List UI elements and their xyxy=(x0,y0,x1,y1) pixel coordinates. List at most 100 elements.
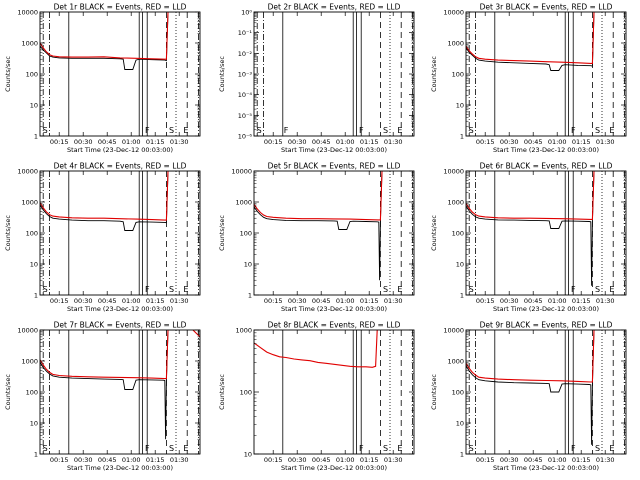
x-tick-label: 00:15 xyxy=(476,456,495,464)
x-tick-label: 01:15 xyxy=(146,138,165,146)
x-tick-label: 01:30 xyxy=(384,456,403,464)
event-marker-label: S xyxy=(383,444,388,453)
x-axis-label: Start Time (23-Dec-12 00:03:00) xyxy=(281,305,387,313)
event-marker-label: S xyxy=(43,285,48,294)
x-axis-label: Start Time (23-Dec-12 00:03:00) xyxy=(281,146,387,154)
lld-series-line xyxy=(254,330,379,368)
y-tick-label: 10000 xyxy=(443,168,464,176)
x-tick-label: 00:45 xyxy=(312,297,331,305)
y-tick-label: 10⁻⁴ xyxy=(238,91,253,99)
event-marker-label: S xyxy=(43,444,48,453)
x-axis-label: Start Time (23-Dec-12 00:03:00) xyxy=(67,305,173,313)
y-axis-label: Counts/sec xyxy=(4,215,12,251)
y-tick-label: 10⁰ xyxy=(241,9,252,17)
x-tick-label: 00:15 xyxy=(264,297,283,305)
event-marker-label: E xyxy=(397,126,402,135)
y-tick-label: 1 xyxy=(460,292,464,300)
y-tick-label: 10⁻² xyxy=(238,50,253,58)
events-series-line xyxy=(40,171,175,231)
x-tick-label: 01:30 xyxy=(170,297,189,305)
x-tick-label: 01:15 xyxy=(360,138,379,146)
event-marker-label: S xyxy=(469,285,474,294)
x-tick-label: 00:30 xyxy=(288,456,307,464)
event-marker-label: E xyxy=(397,444,402,453)
x-tick-label: 01:30 xyxy=(596,456,615,464)
chart-title: Det 5r BLACK = Events, RED = LLD xyxy=(268,162,401,171)
y-tick-label: 100 xyxy=(240,230,252,238)
y-tick-label: 1 xyxy=(34,292,38,300)
x-tick-label: 00:15 xyxy=(476,138,495,146)
y-axis-label: Counts/sec xyxy=(218,215,226,251)
y-tick-label: 10 xyxy=(30,102,38,110)
x-tick-label: 00:30 xyxy=(500,456,519,464)
y-tick-label: 1 xyxy=(248,292,252,300)
x-tick-label: 00:30 xyxy=(74,138,93,146)
y-tick-label: 100 xyxy=(452,71,464,79)
y-tick-label: 10000 xyxy=(17,327,38,335)
chart-title: Det 1r BLACK = Events, RED = LLD xyxy=(54,3,187,12)
y-tick-label: 10000 xyxy=(443,9,464,17)
y-tick-label: 1000 xyxy=(235,199,252,207)
y-tick-label: 1000 xyxy=(21,199,38,207)
lld-series-line xyxy=(466,330,626,383)
x-tick-label: 00:45 xyxy=(312,456,331,464)
event-marker-label: E xyxy=(183,444,188,453)
x-tick-label: 00:30 xyxy=(288,297,307,305)
x-tick-label: 00:45 xyxy=(98,297,117,305)
events-series-line xyxy=(254,171,389,281)
chart-title: Det 4r BLACK = Events, RED = LLD xyxy=(54,162,187,171)
x-tick-label: 00:30 xyxy=(74,297,93,305)
y-tick-label: 10000 xyxy=(17,9,38,17)
event-marker-label: F xyxy=(571,126,576,135)
x-tick-label: 00:30 xyxy=(500,297,519,305)
event-marker-label: F xyxy=(359,444,364,453)
chart-title: Det 2r BLACK = Events, RED = LLD xyxy=(268,3,401,12)
x-tick-label: 00:30 xyxy=(500,138,519,146)
y-axis-label: Counts/sec xyxy=(218,56,226,92)
x-tick-label: 01:30 xyxy=(596,138,615,146)
x-tick-label: 01:15 xyxy=(146,297,165,305)
event-marker-label: E xyxy=(183,126,188,135)
event-marker-label: E xyxy=(609,444,614,453)
y-axis-label: Counts/sec xyxy=(430,374,438,410)
lld-series-line xyxy=(40,330,200,380)
y-tick-label: 1000 xyxy=(235,327,252,335)
x-tick-label: 00:15 xyxy=(264,138,283,146)
x-axis-label: Start Time (23-Dec-12 00:03:00) xyxy=(67,146,173,154)
event-marker-label: S xyxy=(383,126,388,135)
event-marker-label: E xyxy=(397,285,402,294)
y-tick-label: 10⁻³ xyxy=(238,71,253,79)
x-tick-label: 01:00 xyxy=(336,138,355,146)
x-axis-label: Start Time (23-Dec-12 00:03:00) xyxy=(493,464,599,472)
x-tick-label: 01:00 xyxy=(548,297,567,305)
event-marker-label: S xyxy=(169,444,174,453)
chart-title: Det 8r BLACK = Events, RED = LLD xyxy=(268,321,401,330)
y-tick-label: 10 xyxy=(456,420,464,428)
event-marker-label: F xyxy=(284,126,289,135)
y-tick-label: 10 xyxy=(244,261,252,269)
events-series-line xyxy=(466,12,601,71)
y-tick-label: 10⁻¹ xyxy=(238,29,253,37)
lld-series-line xyxy=(40,171,200,221)
x-tick-label: 00:15 xyxy=(264,456,283,464)
x-tick-label: 01:00 xyxy=(122,297,141,305)
event-marker-label: E xyxy=(609,285,614,294)
y-tick-label: 1 xyxy=(460,133,464,141)
y-tick-label: 100 xyxy=(452,389,464,397)
y-axis-label: Counts/sec xyxy=(430,215,438,251)
y-tick-label: 100 xyxy=(26,71,38,79)
y-tick-label: 10 xyxy=(30,420,38,428)
event-marker-label: S xyxy=(595,285,600,294)
events-series-line xyxy=(40,12,175,70)
x-axis-label: Start Time (23-Dec-12 00:03:00) xyxy=(281,464,387,472)
x-tick-label: 01:30 xyxy=(384,297,403,305)
x-tick-label: 00:15 xyxy=(50,297,69,305)
x-axis-label: Start Time (23-Dec-12 00:03:00) xyxy=(67,464,173,472)
events-series-line xyxy=(466,330,601,445)
chart-panel-5: Det 5r BLACK = Events, RED = LLD S E 00:15 0… xyxy=(218,162,415,313)
y-tick-label: 100 xyxy=(452,230,464,238)
